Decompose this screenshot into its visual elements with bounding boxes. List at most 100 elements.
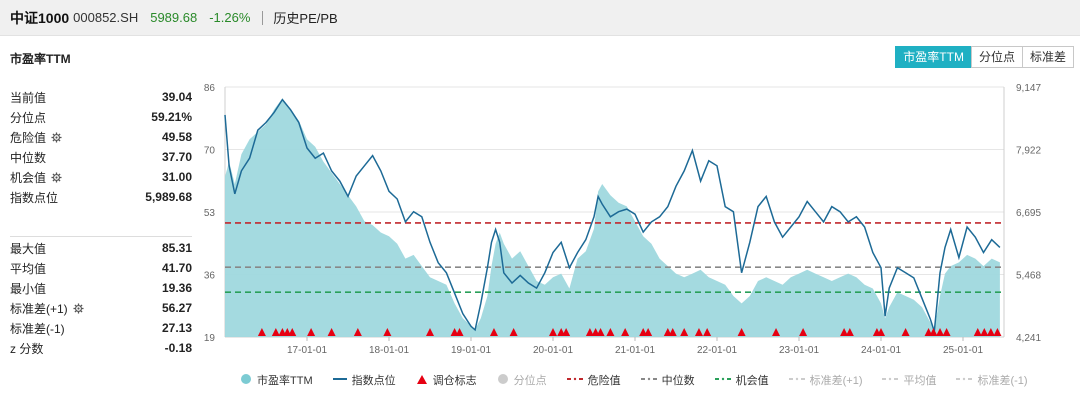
legend-label: 指数点位	[351, 375, 396, 387]
stat-value: 56.27	[161, 301, 192, 315]
rebalance-marker	[644, 328, 653, 336]
stat-label-text: 机会值	[10, 170, 47, 185]
legend-symbol-icon	[332, 373, 347, 388]
rebalance-marker	[973, 328, 982, 336]
legend-item[interactable]: 平均值	[882, 372, 936, 388]
x-tick-label: 24-01-01	[861, 345, 901, 356]
gear-icon[interactable]	[73, 302, 84, 314]
stats-divider	[10, 236, 192, 237]
header-bar: 中证1000 000852.SH 5989.68 -1.26% 历史PE/PB	[0, 0, 1080, 36]
rebalance-marker	[668, 328, 677, 336]
legend-item[interactable]: 指数点位	[332, 372, 396, 388]
stat-label: 危险值	[10, 129, 62, 146]
stat-row: 当前值 39.04	[10, 87, 192, 107]
stats-bottom-panel: 最大值 85.31 平均值 41.70 最小值 19.36 标准差(+1) 56.27 标准差(…	[10, 238, 192, 358]
legend-item[interactable]: 标准差(-1)	[956, 372, 1028, 388]
legend-symbol-icon	[497, 373, 509, 388]
stat-value: 5,989.68	[145, 190, 192, 204]
y-left-tick-label: 19	[204, 333, 216, 344]
stat-label-text: 平均值	[10, 261, 47, 276]
legend-item[interactable]: 分位点	[497, 372, 547, 388]
stat-label: 机会值	[10, 169, 62, 186]
legend-item[interactable]: 标准差(+1)	[788, 372, 862, 388]
rebalance-marker	[562, 328, 571, 336]
x-tick-label: 21-01-01	[615, 345, 655, 356]
gear-icon[interactable]	[51, 171, 62, 183]
legend-symbol-icon	[566, 373, 583, 388]
stat-label: 平均值	[10, 260, 46, 277]
stat-label-text: 中位数	[10, 150, 47, 165]
legend-label: 分位点	[513, 375, 547, 387]
legend-item[interactable]: 市盈率TTM	[240, 372, 313, 388]
rebalance-marker	[596, 328, 605, 336]
stat-value: 39.04	[161, 90, 192, 104]
rebalance-marker	[703, 328, 712, 336]
rebalance-marker	[993, 328, 1002, 336]
stat-label-text: 最大值	[10, 241, 47, 256]
stat-label-text: 分位点	[10, 110, 47, 125]
stat-label-text: 指数点位	[10, 190, 59, 205]
legend-symbol-icon	[240, 373, 252, 388]
legend-label: 危险值	[587, 375, 621, 387]
rebalance-marker	[799, 328, 808, 336]
index-line-series	[224, 98, 1001, 332]
y-left-tick-label: 53	[204, 208, 216, 219]
stat-label: 分位点	[10, 109, 46, 126]
stat-row: 中位数 37.70	[10, 147, 192, 167]
rebalance-marker	[694, 328, 703, 336]
index-change: -1.26%	[209, 10, 251, 25]
stat-label-text: 标准差(-1)	[10, 321, 65, 336]
stat-label-text: z 分数	[10, 341, 44, 356]
legend-label: 机会值	[735, 375, 769, 387]
stat-row: z 分数 -0.18	[10, 338, 192, 358]
stats-top-panel: 当前值 39.04 分位点 59.21% 危险值 49.58 中位数 37.70 机会值 31.0…	[10, 87, 192, 207]
rebalance-marker	[936, 328, 945, 336]
x-tick-label: 18-01-01	[369, 345, 409, 356]
legend-label: 中位数	[661, 375, 695, 387]
stat-label: 指数点位	[10, 189, 58, 206]
rebalance-marker	[271, 328, 280, 336]
stat-label-text: 当前值	[10, 90, 47, 105]
legend-label: 平均值	[903, 375, 937, 387]
pe-chart: 19 36 53 70 86 4,241 5,468 6,695 7,922 9,147 17-01…	[204, 83, 1042, 356]
stat-row: 最小值 19.36	[10, 278, 192, 298]
stat-value: 59.21%	[151, 110, 192, 124]
rebalance-marker	[549, 328, 557, 336]
chart-legend: 市盈率TTM 指数点位 调仓标志 分位点 危险值 中位数 机会值 标准差(+1) 平均值 标准差(…	[240, 372, 1048, 388]
y-right-tick-label: 6,695	[1016, 208, 1041, 219]
stat-row: 分位点 59.21%	[10, 107, 192, 127]
stat-value: 41.70	[161, 261, 192, 275]
y-left-tick-label: 86	[204, 83, 216, 94]
pe-area-series	[225, 98, 1000, 337]
rebalance-marker	[986, 328, 995, 336]
legend-item[interactable]: 机会值	[714, 372, 769, 388]
legend-symbol-icon	[416, 373, 428, 388]
rebalance-marker	[353, 328, 362, 336]
history-pe-pb-link[interactable]: 历史PE/PB	[273, 11, 338, 26]
rebalance-marker	[737, 328, 746, 336]
legend-symbol-icon	[956, 373, 973, 388]
y-right-tick-label: 4,241	[1016, 333, 1041, 344]
rebalance-marker	[942, 328, 951, 336]
legend-symbol-icon	[714, 373, 731, 388]
legend-item[interactable]: 调仓标志	[416, 372, 477, 388]
tab-pe-ttm[interactable]: 市盈率TTM	[895, 46, 972, 68]
legend-label: 市盈率TTM	[257, 375, 313, 387]
rebalance-marker	[585, 328, 594, 336]
rebalance-marker	[877, 328, 885, 336]
legend-label: 调仓标志	[432, 375, 477, 387]
legend-item[interactable]: 中位数	[640, 372, 695, 388]
stat-value: 31.00	[161, 170, 192, 184]
stat-label-text: 标准差(+1)	[10, 301, 68, 316]
legend-item[interactable]: 危险值	[566, 372, 621, 388]
stat-label: 标准差(-1)	[10, 320, 65, 337]
y-right-tick-label: 9,147	[1016, 83, 1041, 94]
rebalance-marker	[509, 328, 518, 336]
stat-row: 危险值 49.58	[10, 127, 192, 147]
tab-stddev[interactable]: 标准差	[1021, 46, 1074, 68]
index-code: 000852.SH	[73, 10, 139, 25]
tab-percentile[interactable]: 分位点	[970, 46, 1023, 68]
rebalance-marker	[772, 328, 781, 336]
gear-icon[interactable]	[51, 131, 62, 143]
rebalance-marker	[845, 328, 854, 336]
